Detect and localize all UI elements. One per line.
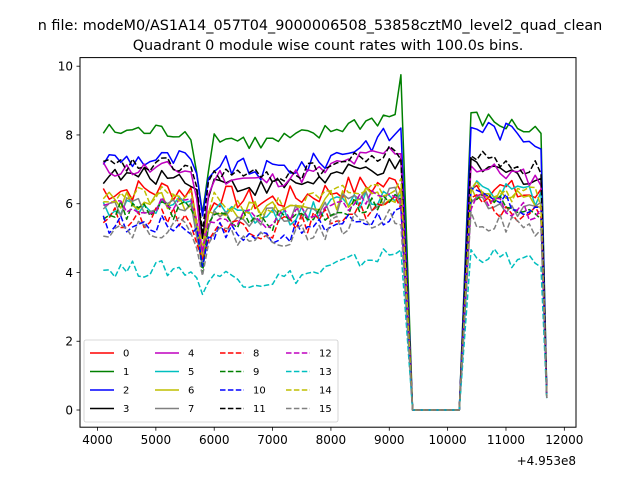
y-tick-label: 6: [65, 197, 73, 211]
legend-label: 0: [123, 349, 129, 360]
legend-label: 4: [188, 349, 194, 360]
series-line-13: [103, 248, 548, 411]
legend-label: 6: [188, 386, 194, 397]
y-tick-label: 0: [65, 403, 73, 417]
legend-label: 2: [123, 386, 129, 397]
legend-label: 14: [319, 386, 332, 397]
series-line-4: [102, 146, 548, 411]
x-tick-label: 5000: [141, 433, 172, 447]
series-line-11: [103, 145, 548, 411]
y-tick-label: 4: [65, 266, 73, 280]
legend-label: 9: [253, 367, 259, 378]
y-tick-label: 10: [58, 59, 73, 73]
series-line-10: [102, 187, 548, 411]
series-line-8: [102, 194, 548, 411]
series-line-14: [103, 177, 548, 411]
legend-label: 15: [319, 404, 332, 415]
series-line-2: [102, 121, 548, 411]
legend-label: 5: [188, 367, 194, 378]
x-axis-offset-text: +4.953e8: [517, 454, 576, 468]
legend-box: [83, 339, 339, 423]
y-axis: 0 2 4 6 8 10: [58, 59, 80, 417]
y-tick-label: 8: [65, 128, 73, 142]
series-line-0: [102, 176, 548, 411]
legend-label: 7: [188, 404, 194, 415]
legend-label: 1: [123, 367, 129, 378]
legend-label: 11: [253, 404, 266, 415]
plot-frame: [79, 57, 577, 428]
series-line-15: [103, 208, 548, 411]
x-tick-label: 4000: [82, 433, 113, 447]
x-tick-label: 12000: [545, 433, 583, 447]
x-tick-label: 11000: [487, 433, 525, 447]
x-tick-label: 10000: [429, 433, 467, 447]
x-tick-label: 9000: [374, 433, 405, 447]
series-layer: [102, 74, 548, 411]
series-line-12: [103, 189, 548, 411]
x-tick-label: 6000: [199, 433, 230, 447]
figure-suptitle: n file: modeM0/AS1A14_057T04_9000006508_…: [38, 18, 603, 34]
x-tick-label: 8000: [316, 433, 347, 447]
legend-label: 10: [253, 386, 266, 397]
series-line-1: [102, 74, 548, 411]
x-axis: 4000 5000 6000 7000 8000 9000 10000 11000 12000: [82, 427, 583, 447]
legend-label: 8: [253, 349, 259, 360]
legend-label: 13: [319, 367, 332, 378]
legend-label: 12: [319, 349, 332, 360]
chart-title: Quadrant 0 module wise count rates with …: [133, 38, 524, 54]
y-tick-label: 2: [65, 335, 73, 349]
legend-label: 3: [123, 404, 129, 415]
x-tick-label: 7000: [257, 433, 288, 447]
